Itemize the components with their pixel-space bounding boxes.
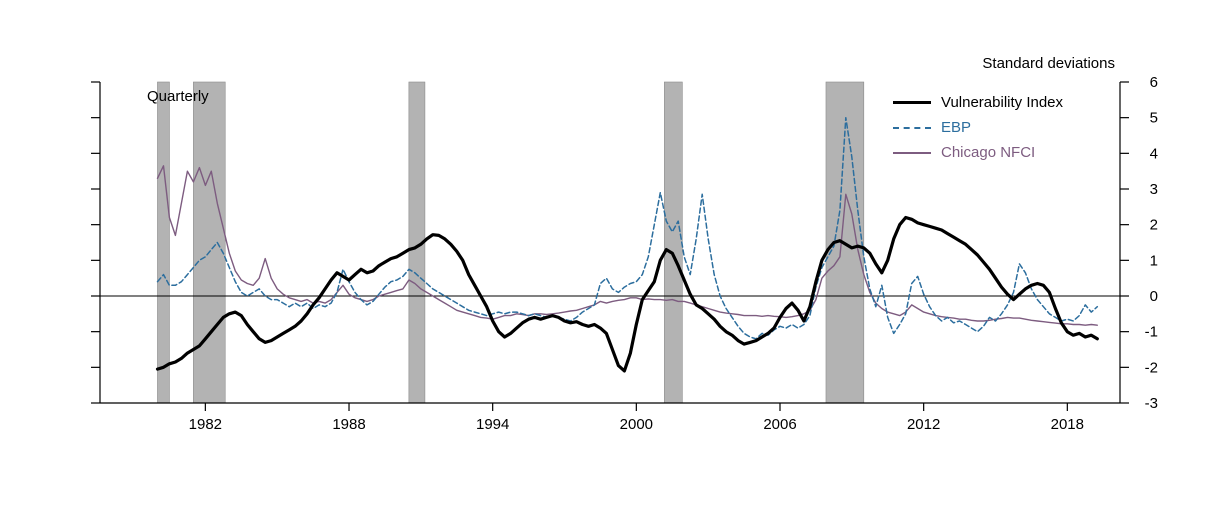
legend: Vulnerability Index EBP Chicago NFCI	[893, 90, 1063, 165]
legend-line-sample-vulnerability-index	[893, 101, 931, 104]
y-tick-label: -2	[1145, 359, 1158, 376]
legend-item-ebp: EBP	[893, 115, 1063, 140]
legend-line-sample-ebp	[893, 126, 931, 129]
x-tick-label: 2000	[620, 416, 653, 433]
x-tick-label: 2012	[907, 416, 940, 433]
legend-label-ebp: EBP	[941, 119, 972, 136]
x-tick-label: 1994	[476, 416, 509, 433]
legend-item-chicago-nfci: Chicago NFCI	[893, 140, 1063, 165]
legend-item-vulnerability-index: Vulnerability Index	[893, 90, 1063, 115]
x-tick-label: 2006	[763, 416, 796, 433]
series-line-ebp	[156, 116, 1099, 340]
legend-label-vulnerability-index: Vulnerability Index	[941, 94, 1064, 111]
recession-band	[664, 81, 683, 404]
y-tick-label: 5	[1150, 110, 1158, 127]
y-tick-label: -1	[1145, 324, 1158, 341]
y-tick-label: 2	[1150, 217, 1158, 234]
legend-label-chicago-nfci: Chicago NFCI	[941, 144, 1036, 161]
x-tick-label: 2018	[1051, 416, 1084, 433]
y-tick-label: 0	[1150, 288, 1158, 305]
y-tick-label: 6	[1150, 74, 1158, 91]
series-line-chicago-nfci	[156, 165, 1099, 326]
legend-line-sample-chicago-nfci	[893, 151, 931, 154]
recession-band	[193, 81, 226, 404]
x-tick-label: 1988	[332, 416, 365, 433]
y-tick-label: -3	[1145, 395, 1158, 412]
recession-band	[157, 81, 170, 404]
frequency-label: Quarterly	[147, 88, 209, 105]
y-tick-label: 3	[1150, 181, 1158, 198]
series-line-vulnerability-index	[155, 215, 1099, 373]
units-label: Standard deviations	[982, 55, 1115, 72]
x-tick-label: 1982	[189, 416, 222, 433]
y-tick-label: 1	[1150, 252, 1158, 269]
y-tick-label: 4	[1150, 145, 1158, 162]
